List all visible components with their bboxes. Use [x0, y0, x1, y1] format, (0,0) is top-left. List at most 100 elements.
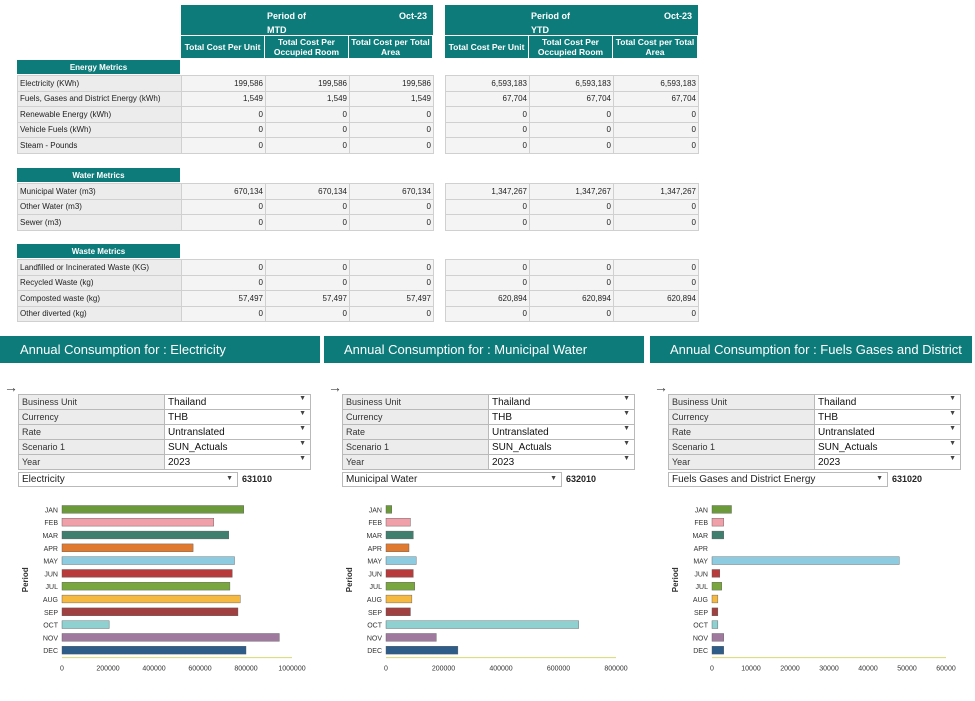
category-label: DEC	[693, 648, 708, 655]
x-tick-label: 400000	[142, 666, 165, 673]
x-tick-label: 50000	[897, 666, 917, 673]
bar[interactable]	[385, 582, 415, 591]
bar[interactable]	[61, 530, 229, 540]
table-row: Municipal Water (m3) 670,134 670,134 670,13…	[17, 183, 434, 200]
ytd-period-value: Oct-23	[663, 11, 692, 21]
bar[interactable]	[711, 582, 722, 591]
param-select[interactable]: SUN_Actuals ▼	[164, 439, 311, 455]
chevron-down-icon[interactable]: ▼	[299, 425, 306, 432]
bar[interactable]	[711, 556, 900, 565]
bar[interactable]	[61, 518, 215, 527]
bar[interactable]	[385, 530, 414, 540]
bar[interactable]	[385, 607, 411, 616]
bar[interactable]	[385, 505, 392, 514]
chevron-down-icon[interactable]: ▼	[623, 440, 630, 447]
bar[interactable]	[61, 633, 280, 642]
chevron-down-icon[interactable]: ▼	[299, 410, 306, 417]
parameter-table: Business Unit Thailand ▼ Currency THB ▼ Rate Un…	[668, 394, 961, 470]
bar[interactable]	[711, 594, 719, 604]
chevron-down-icon[interactable]: ▼	[299, 455, 306, 462]
mtd-period-type: MTD	[267, 25, 287, 35]
chevron-down-icon[interactable]: ▼	[226, 475, 233, 482]
bar[interactable]	[711, 633, 724, 642]
chevron-down-icon[interactable]: ▼	[876, 475, 883, 482]
param-select[interactable]: SUN_Actuals ▼	[488, 439, 635, 455]
metric-value: 0	[529, 214, 614, 231]
metric-select[interactable]: Fuels Gases and District Energy ▼	[668, 472, 888, 487]
param-select[interactable]: Untranslated ▼	[814, 424, 961, 440]
mtd-table: Landfilled or Incinerated Waste (KG) 0 0 0 R…	[17, 259, 434, 322]
param-select[interactable]: 2023 ▼	[164, 454, 311, 470]
param-value: SUN_Actuals	[818, 441, 878, 453]
bar[interactable]	[61, 569, 233, 578]
chevron-down-icon[interactable]: ▼	[949, 395, 956, 402]
bar[interactable]	[711, 646, 724, 655]
chevron-down-icon[interactable]: ▼	[623, 410, 630, 417]
bar[interactable]	[711, 569, 721, 578]
bar[interactable]	[385, 543, 410, 552]
bar[interactable]	[385, 518, 411, 527]
bar[interactable]	[385, 646, 459, 655]
arrow-right-icon[interactable]: →	[654, 379, 668, 395]
bar[interactable]	[385, 620, 579, 629]
metric-value: 0	[445, 274, 530, 291]
param-value: Untranslated	[168, 426, 225, 438]
chevron-down-icon[interactable]: ▼	[623, 395, 630, 402]
bar[interactable]	[61, 582, 231, 591]
chevron-down-icon[interactable]: ▼	[299, 440, 306, 447]
chevron-down-icon[interactable]: ▼	[623, 455, 630, 462]
bar[interactable]	[385, 633, 437, 642]
bar[interactable]	[61, 594, 241, 604]
param-label: Currency	[18, 409, 165, 425]
bar[interactable]	[61, 607, 239, 616]
chevron-down-icon[interactable]: ▼	[623, 425, 630, 432]
param-select[interactable]: SUN_Actuals ▼	[814, 439, 961, 455]
metric-value: 0	[445, 259, 530, 276]
bar[interactable]	[711, 607, 719, 616]
bar[interactable]	[385, 556, 417, 565]
param-select[interactable]: Untranslated ▼	[488, 424, 635, 440]
param-select[interactable]: THB ▼	[488, 409, 635, 425]
bar[interactable]	[61, 505, 244, 514]
x-tick-label: 1000000	[278, 666, 305, 673]
category-label: APR	[44, 546, 58, 553]
param-select[interactable]: Thailand ▼	[488, 394, 635, 410]
arrow-right-icon[interactable]: →	[328, 379, 342, 395]
account-code: 631010	[242, 474, 273, 484]
param-select[interactable]: Thailand ▼	[814, 394, 961, 410]
bar[interactable]	[385, 594, 413, 604]
arrow-right-icon[interactable]: →	[4, 379, 18, 395]
bar[interactable]	[385, 569, 414, 578]
metric-value: 0	[613, 259, 699, 276]
param-select[interactable]: Thailand ▼	[164, 394, 311, 410]
chevron-down-icon[interactable]: ▼	[949, 455, 956, 462]
category-label: JUN	[44, 571, 58, 578]
metric-label: Other Water (m3)	[17, 198, 182, 215]
y-axis-label: Period	[21, 567, 30, 592]
chevron-down-icon[interactable]: ▼	[550, 475, 557, 482]
bar[interactable]	[61, 556, 235, 565]
chevron-down-icon[interactable]: ▼	[949, 425, 956, 432]
param-select[interactable]: THB ▼	[814, 409, 961, 425]
metric-select[interactable]: Municipal Water ▼	[342, 472, 562, 487]
chevron-down-icon[interactable]: ▼	[949, 440, 956, 447]
bar[interactable]	[711, 518, 724, 527]
bar[interactable]	[711, 620, 719, 629]
metric-select[interactable]: Electricity ▼	[18, 472, 238, 487]
chevron-down-icon[interactable]: ▼	[299, 395, 306, 402]
chevron-down-icon[interactable]: ▼	[949, 410, 956, 417]
metric-label: Other diverted (kg)	[17, 305, 182, 322]
param-select[interactable]: 2023 ▼	[488, 454, 635, 470]
x-tick-label: 400000	[489, 666, 512, 673]
x-tick-label: 200000	[96, 666, 119, 673]
bar[interactable]	[711, 505, 732, 514]
param-select[interactable]: THB ▼	[164, 409, 311, 425]
bar[interactable]	[61, 543, 194, 552]
bar[interactable]	[711, 530, 724, 540]
bar[interactable]	[61, 620, 110, 629]
param-select[interactable]: Untranslated ▼	[164, 424, 311, 440]
param-select[interactable]: 2023 ▼	[814, 454, 961, 470]
metric-value: 0	[613, 137, 699, 154]
bar[interactable]	[61, 646, 247, 655]
